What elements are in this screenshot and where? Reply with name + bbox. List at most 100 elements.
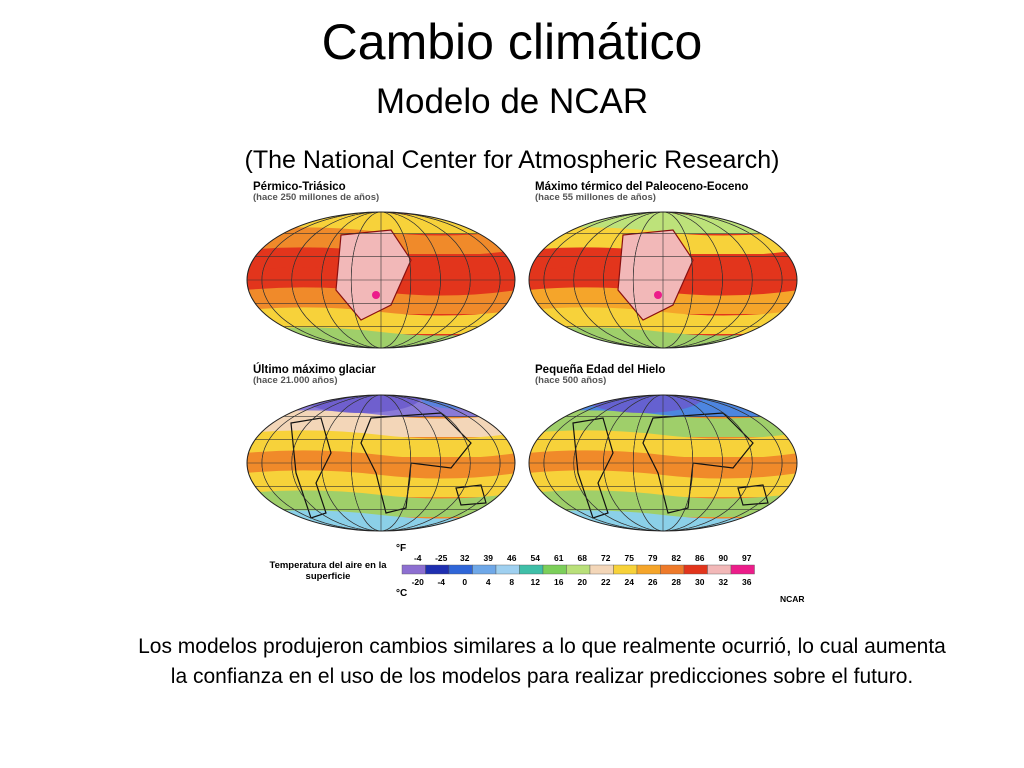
celsius-tick: 26 xyxy=(648,577,658,587)
map-graphic xyxy=(528,394,798,532)
celsius-tick: 12 xyxy=(531,577,541,587)
celsius-tick: -20 xyxy=(412,577,425,587)
longitude-line xyxy=(261,212,501,348)
legend-label: Temperatura del aire en la superficie xyxy=(269,560,387,582)
celsius-tick: 20 xyxy=(578,577,588,587)
longitude-line xyxy=(632,212,694,348)
hottest-spot xyxy=(654,291,662,299)
map-outline xyxy=(246,394,516,532)
fahrenheit-tick: -4 xyxy=(414,553,422,563)
legend-swatch xyxy=(589,564,614,575)
longitude-line xyxy=(291,395,471,531)
map-outline xyxy=(528,394,798,532)
legend-swatch xyxy=(707,564,732,575)
legend-swatch xyxy=(566,564,591,575)
map-paleocene-eocene: Máximo térmico del Paleoceno-Eoceno (hac… xyxy=(527,180,807,350)
map-note: (hace 250 millones de años) xyxy=(253,192,380,203)
map-title: Pérmico-Triásico xyxy=(253,181,346,193)
fahrenheit-tick: 32 xyxy=(460,553,470,563)
celsius-tick: 32 xyxy=(719,577,729,587)
celsius-tick: -4 xyxy=(437,577,445,587)
continent-outline xyxy=(360,412,472,514)
celsius-tick: 0 xyxy=(462,577,467,587)
celsius-tick: 16 xyxy=(554,577,564,587)
celsius-tick: 22 xyxy=(601,577,611,587)
legend-swatch xyxy=(660,564,685,575)
fahrenheit-tick: 46 xyxy=(507,553,517,563)
map-note: (hace 21.000 años) xyxy=(253,375,338,386)
celsius-tick: 28 xyxy=(672,577,682,587)
organization-name: (The National Center for Atmospheric Res… xyxy=(244,146,780,174)
longitude-line xyxy=(350,212,412,348)
fahrenheit-tick: 54 xyxy=(531,553,541,563)
unit-celsius: °C xyxy=(396,588,408,599)
cold-region xyxy=(583,395,703,413)
fahrenheit-tick: 39 xyxy=(484,553,494,563)
map-last-glacial-maximum: Último máximo glaciar (hace 21.000 años) xyxy=(245,363,525,533)
longitude-line xyxy=(321,395,441,531)
map-permian-triassic: Pérmico-Triásico (hace 250 millones de a… xyxy=(245,180,525,350)
map-graphic xyxy=(246,394,516,532)
legend-swatch xyxy=(542,564,567,575)
longitude-line xyxy=(321,212,441,348)
fahrenheit-tick: 79 xyxy=(648,553,658,563)
continent-outline xyxy=(737,484,769,506)
slide-caption: Los modelos produjeron cambios similares… xyxy=(138,635,946,688)
celsius-tick: 24 xyxy=(625,577,635,587)
temperature-color-scale: -4 -20 -25 -4 32 0 39 4 46 8 54 12 61 16 68 20 72 22 75 24 7… xyxy=(401,553,755,587)
map-title: Máximo térmico del Paleoceno-Eoceno xyxy=(535,181,749,193)
fahrenheit-tick: 82 xyxy=(672,553,682,563)
legend-swatch xyxy=(636,564,661,575)
longitude-line xyxy=(291,212,471,348)
longitude-line xyxy=(603,212,723,348)
fahrenheit-tick: 86 xyxy=(695,553,705,563)
longitude-line xyxy=(573,212,753,348)
hot-landmass xyxy=(335,229,412,321)
map-graphic xyxy=(528,211,798,349)
legend-swatch xyxy=(519,564,544,575)
map-title: Pequeña Edad del Hielo xyxy=(535,364,666,376)
cold-region xyxy=(301,395,421,413)
celsius-tick: 4 xyxy=(486,577,491,587)
map-outline xyxy=(528,211,798,349)
longitude-line xyxy=(543,212,783,348)
longitude-line xyxy=(261,395,501,531)
map-note: (hace 55 millones de años) xyxy=(535,192,656,203)
unit-fahrenheit: °F xyxy=(396,543,407,554)
fahrenheit-tick: 68 xyxy=(578,553,588,563)
fahrenheit-tick: 61 xyxy=(554,553,564,563)
legend-swatch xyxy=(613,564,638,575)
ncar-credit: NCAR xyxy=(780,594,805,604)
legend-swatch xyxy=(425,564,450,575)
continent-outline xyxy=(572,417,614,519)
map-little-ice-age: Pequeña Edad del Hielo (hace 500 años) xyxy=(527,363,807,533)
fahrenheit-tick: 97 xyxy=(742,553,752,563)
fahrenheit-tick: -25 xyxy=(435,553,448,563)
continent-outline xyxy=(642,412,754,514)
continent-outline xyxy=(455,484,487,506)
longitude-line xyxy=(632,395,694,531)
legend-swatch xyxy=(495,564,520,575)
fahrenheit-tick: 90 xyxy=(719,553,729,563)
fahrenheit-tick: 72 xyxy=(601,553,611,563)
map-outline xyxy=(246,211,516,349)
fahrenheit-tick: 75 xyxy=(625,553,635,563)
legend-swatch xyxy=(401,564,426,575)
slide-subtitle: Modelo de NCAR xyxy=(375,82,649,121)
hottest-spot xyxy=(372,291,380,299)
hot-landmass xyxy=(617,229,694,321)
celsius-tick: 8 xyxy=(509,577,514,587)
continent-outline xyxy=(290,417,332,519)
legend-swatch xyxy=(472,564,497,575)
legend-swatch xyxy=(730,564,755,575)
legend-swatch xyxy=(448,564,473,575)
slide-title: Cambio climático xyxy=(321,14,703,70)
map-title: Último máximo glaciar xyxy=(253,364,376,376)
legend-swatch xyxy=(683,564,708,575)
longitude-line xyxy=(573,395,753,531)
map-graphic xyxy=(246,211,516,349)
longitude-line xyxy=(350,395,412,531)
celsius-tick: 30 xyxy=(695,577,705,587)
celsius-tick: 36 xyxy=(742,577,752,587)
longitude-line xyxy=(603,395,723,531)
